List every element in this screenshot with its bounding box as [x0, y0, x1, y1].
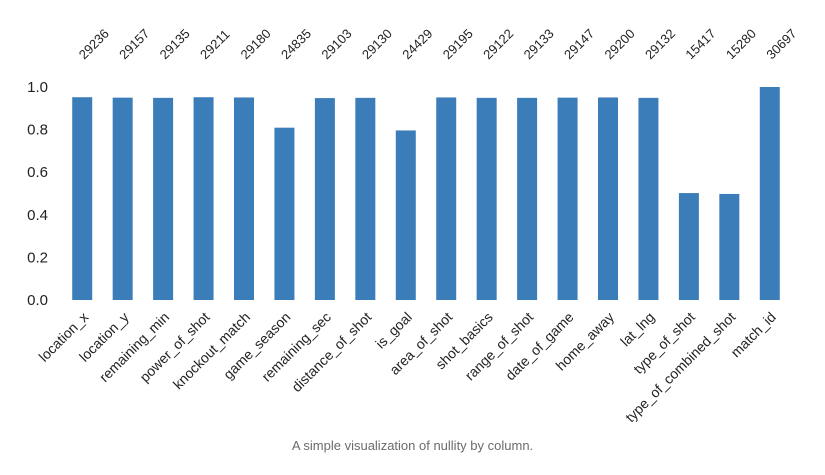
count-label: 29103	[318, 26, 354, 62]
count-label: 29135	[157, 26, 193, 62]
y-tick-label: 0.8	[27, 122, 48, 139]
bar-game-season	[274, 127, 295, 301]
count-label: 29180	[238, 26, 274, 62]
count-label: 15417	[682, 26, 718, 62]
count-label: 24835	[278, 26, 314, 62]
count-label: 29133	[521, 26, 557, 62]
count-label: 15280	[723, 26, 759, 62]
count-label: 29130	[359, 26, 395, 62]
count-label: 29132	[642, 26, 678, 62]
bar-match-id	[759, 87, 780, 300]
bar-range-of-shot	[517, 97, 538, 300]
count-label: 29195	[440, 26, 476, 62]
bar-is-goal	[395, 130, 416, 300]
y-tick-label: 1.0	[27, 79, 48, 96]
x-tick-label: match_id	[727, 309, 778, 360]
x-tick-labels: location_xlocation_yremaining_minpower_o…	[35, 309, 778, 426]
x-tick-label: remaining_min	[96, 309, 172, 385]
count-label: 29211	[197, 27, 232, 62]
bar-type-of-combined-shot	[719, 193, 740, 300]
bar-location-x	[72, 97, 93, 300]
bar-shot-basics	[476, 97, 497, 300]
count-label: 30697	[763, 26, 799, 62]
count-label: 24429	[399, 26, 435, 62]
bar-knockout-match	[234, 97, 254, 300]
count-label: 29157	[116, 26, 152, 62]
bars	[72, 87, 780, 301]
y-tick-label: 0.2	[27, 249, 48, 266]
bar-date-of-game	[557, 97, 578, 301]
count-label: 29200	[602, 26, 638, 62]
bar-power-of-shot	[193, 97, 214, 300]
count-labels: 29236 29157 29135 29211 29180 24835 29103 29130…	[76, 26, 800, 62]
chart-caption: A simple visualization of nullity by col…	[291, 438, 534, 453]
y-tick-label: 0.6	[27, 164, 48, 181]
count-label: 29236	[76, 26, 112, 62]
bar-location-y	[112, 97, 133, 301]
x-tick-label: power_of_shot	[136, 309, 212, 385]
y-tick-label: 0.4	[27, 207, 48, 224]
count-label: 29147	[561, 26, 597, 62]
bar-remaining-sec	[314, 98, 335, 300]
bar-home-away	[598, 97, 618, 300]
y-axis: 0.0 0.2 0.4 0.6 0.8 1.0	[27, 79, 48, 309]
count-label: 29122	[480, 26, 516, 62]
bar-type-of-shot	[678, 193, 699, 300]
bar-area-of-shot	[436, 97, 457, 300]
bar-remaining-min	[153, 97, 174, 300]
bar-distance-of-shot	[355, 97, 376, 300]
y-tick-label: 0.0	[27, 292, 48, 309]
bar-lat-lng	[638, 97, 659, 300]
